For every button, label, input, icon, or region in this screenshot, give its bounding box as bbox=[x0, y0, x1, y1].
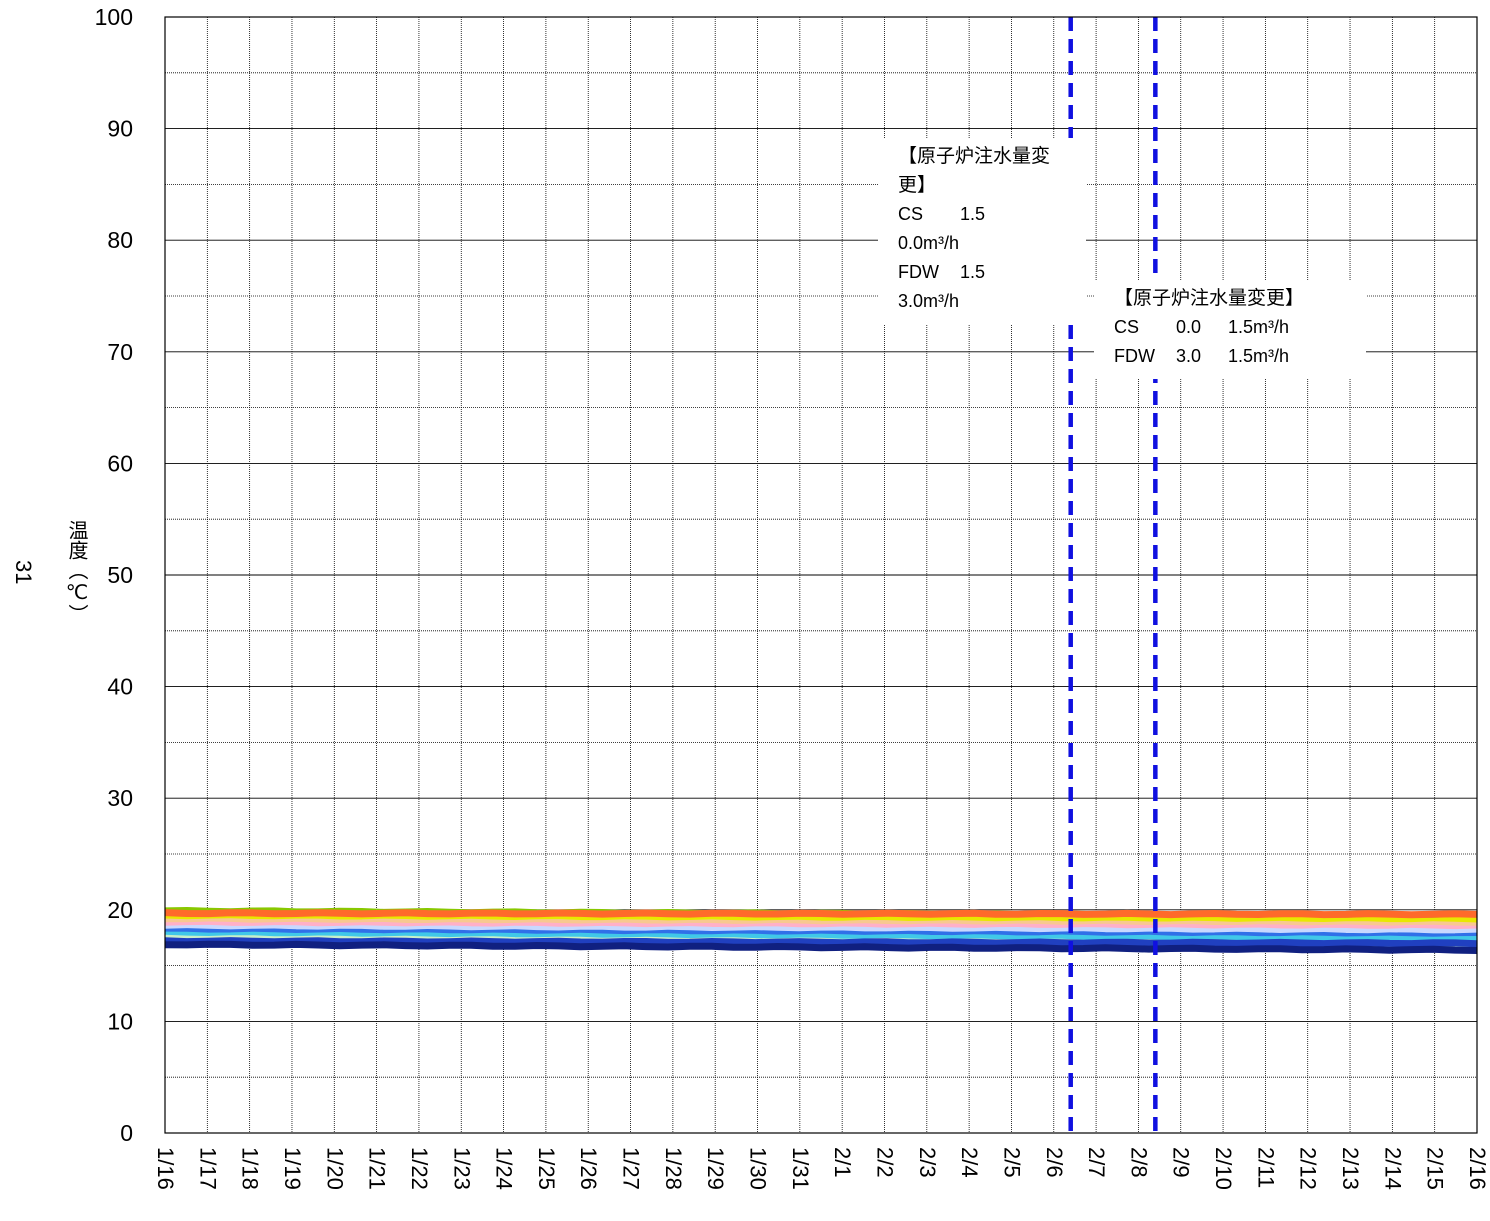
x-tick-label: 1/20 bbox=[322, 1147, 347, 1190]
annotation-box-1: 【原子炉注水量変更】 CS 1.50.0m³/h FDW 1.53.0m³/h bbox=[878, 138, 1086, 324]
y-tick-label: 60 bbox=[107, 450, 133, 476]
y-axis-label: 31 温度（℃） bbox=[6, 520, 96, 640]
x-tick-label: 1/31 bbox=[788, 1147, 813, 1190]
y-tick-label: 0 bbox=[120, 1120, 133, 1146]
x-tick-label: 1/27 bbox=[619, 1147, 644, 1190]
y-tick-label: 10 bbox=[107, 1008, 133, 1034]
data-series-line bbox=[164, 909, 1478, 919]
y-tick-label: 70 bbox=[107, 339, 133, 365]
annotation-1-fdw-label: FDW bbox=[898, 262, 939, 282]
y-tick-label: 100 bbox=[95, 4, 133, 30]
x-tick-label: 1/21 bbox=[365, 1147, 390, 1190]
annotation-2-fdw-label: FDW bbox=[1114, 346, 1155, 366]
y-tick-label: 20 bbox=[107, 897, 133, 923]
x-tick-label: 1/29 bbox=[703, 1147, 728, 1190]
x-tick-label: 2/7 bbox=[1084, 1147, 1109, 1178]
x-tick-label: 2/15 bbox=[1423, 1147, 1448, 1190]
x-tick-label: 1/25 bbox=[534, 1147, 559, 1190]
x-tick-label: 1/28 bbox=[661, 1147, 686, 1190]
annotation-2-cs-label: CS bbox=[1114, 317, 1140, 337]
x-tick-label: 1/30 bbox=[746, 1147, 771, 1190]
x-tick-label: 2/3 bbox=[915, 1147, 940, 1178]
y-axis-label-text: 温度（℃） bbox=[65, 520, 87, 624]
annotation-2-row-cs: CS 0.0 1.5m³/h bbox=[1114, 313, 1346, 342]
y-tick-label: 50 bbox=[107, 562, 133, 588]
x-tick-label: 1/26 bbox=[576, 1147, 601, 1190]
y-tick-label: 90 bbox=[107, 116, 133, 142]
plot-border bbox=[164, 16, 1478, 1134]
annotation-1-fdw-after: 3.0m³/h bbox=[898, 291, 960, 311]
x-tick-label: 2/13 bbox=[1338, 1147, 1363, 1190]
x-tick-label: 2/2 bbox=[873, 1147, 898, 1178]
x-tick-label: 1/22 bbox=[407, 1147, 432, 1190]
data-series-line bbox=[164, 937, 1478, 948]
x-tick-label: 1/17 bbox=[195, 1147, 220, 1190]
y-tick-label: 40 bbox=[107, 674, 133, 700]
annotation-1-cs-before: 1.5 bbox=[960, 204, 986, 224]
x-tick-label: 2/14 bbox=[1380, 1147, 1405, 1190]
annotation-2-title: 【原子炉注水量変更】 bbox=[1114, 288, 1305, 309]
x-tick-label: 1/24 bbox=[492, 1147, 517, 1190]
x-tick-label: 2/8 bbox=[1126, 1147, 1151, 1178]
x-tick-label: 1/16 bbox=[153, 1147, 178, 1190]
annotation-2-row-fdw: FDW 3.0 1.5m³/h bbox=[1114, 342, 1346, 371]
x-tick-label: 1/23 bbox=[449, 1147, 474, 1190]
x-tick-label: 1/19 bbox=[280, 1147, 305, 1190]
x-tick-label: 1/18 bbox=[238, 1147, 263, 1190]
annotation-2-fdw-before: 3.0 bbox=[1176, 346, 1202, 366]
annotation-2-fdw-after: 1.5m³/h bbox=[1228, 346, 1290, 366]
x-tick-label: 2/10 bbox=[1211, 1147, 1236, 1190]
annotation-1-row-fdw: FDW 1.53.0m³/h bbox=[898, 258, 1066, 316]
data-series-line bbox=[164, 913, 1478, 925]
x-tick-label: 2/9 bbox=[1169, 1147, 1194, 1178]
x-tick-label: 2/6 bbox=[1042, 1147, 1067, 1178]
x-tick-label: 2/4 bbox=[957, 1147, 982, 1178]
x-tick-label: 2/11 bbox=[1253, 1147, 1278, 1188]
annotation-2-cs-after: 1.5m³/h bbox=[1228, 317, 1290, 337]
annotation-2-cs-before: 0.0 bbox=[1176, 317, 1202, 337]
annotation-1-row-cs: CS 1.50.0m³/h bbox=[898, 200, 1066, 258]
y-tick-label: 30 bbox=[107, 785, 133, 811]
annotation-1-cs-label: CS bbox=[898, 204, 924, 224]
data-series-line bbox=[164, 940, 1478, 954]
y-axis-label-prefix: 31 bbox=[11, 560, 36, 585]
annotation-1-cs-after: 0.0m³/h bbox=[898, 233, 960, 253]
x-tick-label: 2/1 bbox=[830, 1147, 855, 1178]
y-tick-label: 80 bbox=[107, 227, 133, 253]
x-tick-label: 2/16 bbox=[1465, 1147, 1490, 1190]
annotation-box-2: 【原子炉注水量変更】 CS 0.0 1.5m³/h FDW 3.0 1.5m³/h bbox=[1094, 280, 1366, 379]
x-tick-label: 2/5 bbox=[1000, 1147, 1025, 1178]
annotation-1-title: 【原子炉注水量変更】 bbox=[898, 146, 1051, 196]
annotation-1-fdw-before: 1.5 bbox=[960, 262, 986, 282]
x-tick-label: 2/12 bbox=[1296, 1147, 1321, 1190]
